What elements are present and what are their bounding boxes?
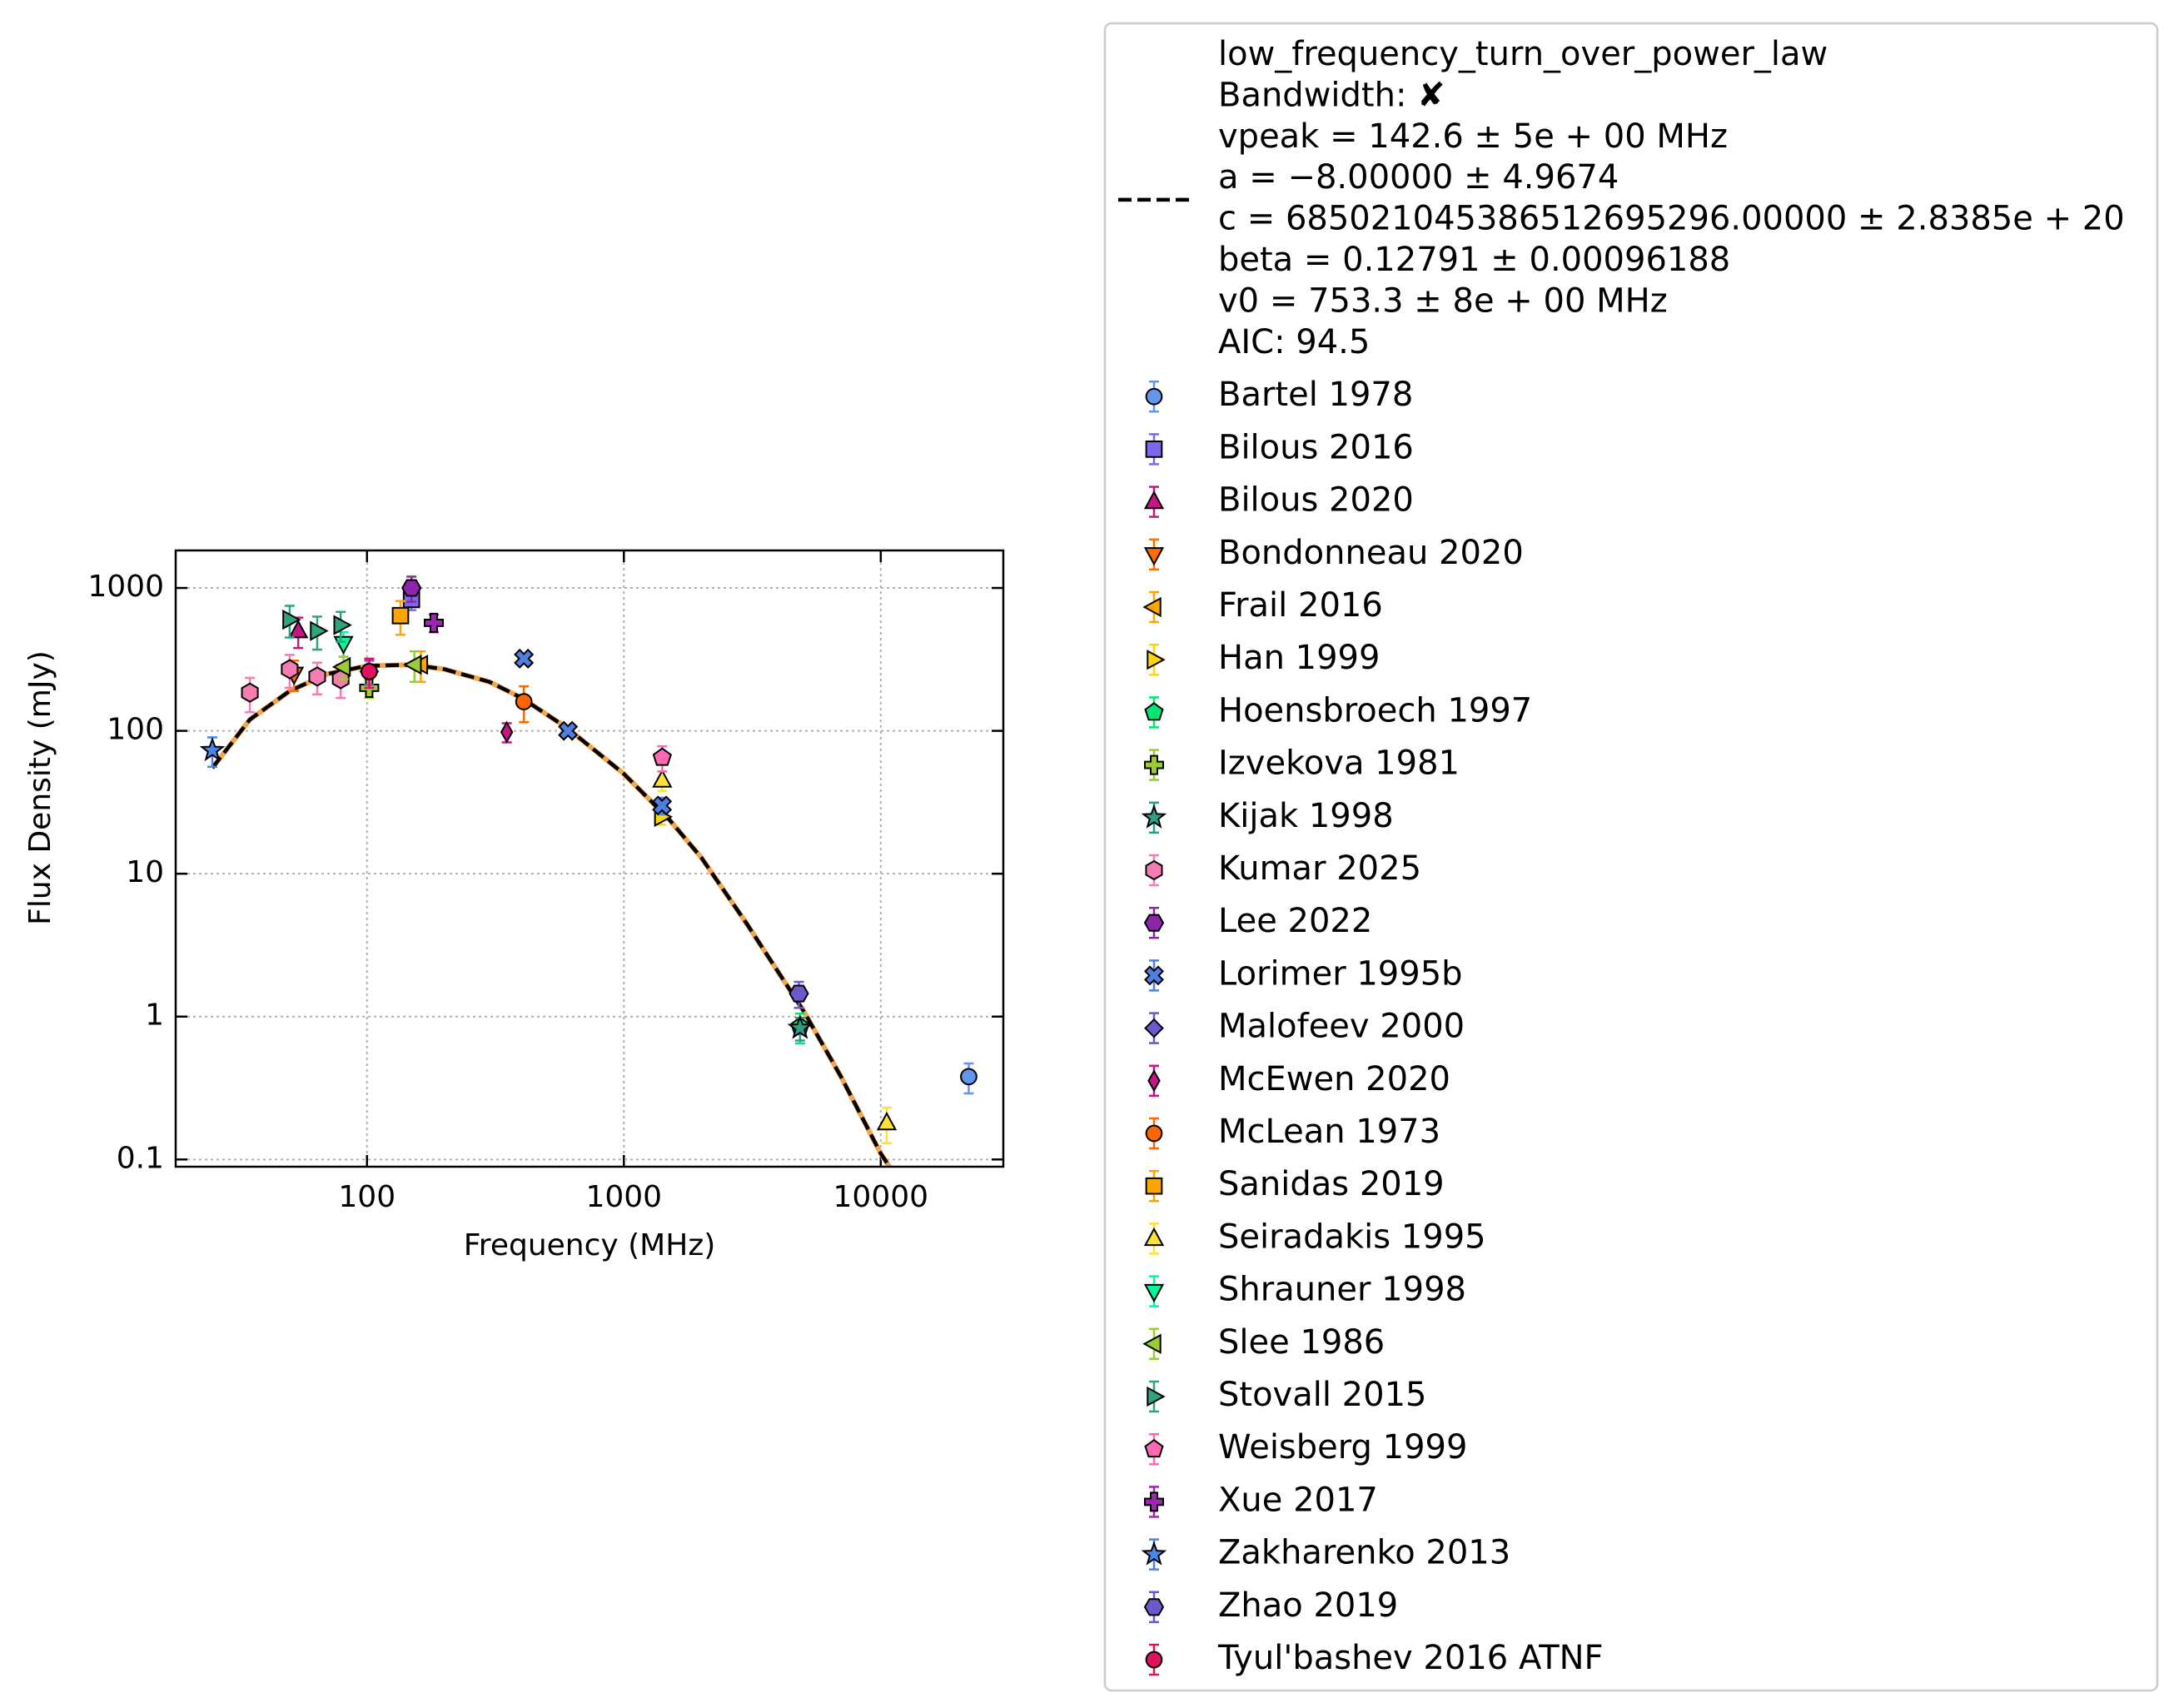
axes-frame (174, 549, 1005, 1168)
legend-fit-detail: AIC: 94.5 (1218, 323, 1370, 361)
marker (424, 612, 444, 633)
x-tick-label: 1000 (585, 1180, 662, 1214)
legend-marker (1142, 596, 1162, 618)
legend-label: Lorimer 1995b (1218, 954, 1463, 993)
legend-label: Weisberg 1999 (1218, 1428, 1467, 1466)
legend-label: Bilous 2020 (1218, 481, 1414, 520)
marker (876, 1111, 898, 1131)
marker (199, 736, 226, 762)
legend-marker (1141, 804, 1167, 829)
legend-fit-detail: a = −8.00000 ± 4.9674 (1218, 158, 1619, 197)
marker (652, 769, 673, 788)
y-axis-label: Flux Density (mJy) (23, 650, 57, 925)
marker (310, 620, 329, 641)
legend-marker (1144, 1438, 1164, 1458)
marker (652, 747, 672, 766)
legend-label: Shrauner 1998 (1218, 1271, 1466, 1309)
legend-marker (1145, 441, 1163, 458)
legend-label: McEwen 2020 (1218, 1060, 1450, 1098)
legend-fit-detail: c = 685021045386512695296.00000 ± 2.8385… (1218, 200, 2125, 238)
legend-marker (1145, 859, 1163, 881)
marker (288, 620, 309, 639)
legend-marker (1145, 387, 1163, 406)
legend-label: Izvekova 1981 (1218, 744, 1460, 783)
marker (333, 615, 352, 635)
marker (514, 648, 535, 669)
marker (652, 795, 673, 816)
legend-marker (1144, 754, 1164, 775)
marker (403, 655, 422, 675)
legend-label: Slee 1986 (1218, 1323, 1385, 1362)
legend: low_frequency_turn_over_power_lawBandwid… (1118, 35, 2125, 1677)
legend-fit-detail: v0 = 753.3 ± 8e + 00 MHz (1218, 281, 1668, 320)
legend-label: Bondonneau 2020 (1218, 534, 1524, 572)
legend-fit-detail: vpeak = 142.6 ± 5e + 00 MHz (1218, 117, 1728, 156)
marker (282, 609, 301, 630)
marker (308, 666, 326, 687)
legend-label: Kijak 1998 (1218, 797, 1394, 835)
marker (960, 1068, 978, 1086)
y-tick-label: 100 (107, 713, 164, 747)
x-tick-label: 100 (338, 1180, 395, 1214)
legend-label: Hoensbroech 1997 (1218, 691, 1532, 730)
legend-marker (1143, 914, 1165, 932)
marker (361, 663, 378, 680)
marker (500, 720, 514, 744)
legend-label: Xue 2017 (1218, 1481, 1378, 1519)
x-tick-label: 10000 (833, 1180, 929, 1214)
legend-box (1103, 22, 2159, 1692)
legend-marker (1143, 490, 1165, 510)
legend-label: Stovall 2015 (1218, 1376, 1426, 1414)
legend-label: Seiradakis 1995 (1218, 1218, 1486, 1256)
y-tick-label: 1 (145, 998, 164, 1033)
legend-marker (1145, 1177, 1163, 1195)
legend-label: Lee 2022 (1218, 902, 1372, 940)
legend-marker (1144, 1018, 1164, 1038)
legend-marker (1143, 547, 1165, 566)
legend-marker (1143, 1598, 1165, 1616)
legend-label: Zakharenko 2013 (1218, 1534, 1510, 1572)
legend-label: Malofeev 2000 (1218, 1008, 1465, 1046)
legend-marker (1144, 702, 1164, 721)
legend-marker (1141, 1541, 1167, 1566)
legend-label: McLean 1973 (1218, 1113, 1440, 1151)
legend-marker (1143, 1227, 1165, 1247)
marker (558, 720, 579, 741)
legend-label: Zhao 2019 (1218, 1586, 1398, 1625)
y-tick-label: 10 (126, 855, 164, 889)
plot-area (199, 575, 978, 1167)
marker (331, 656, 351, 678)
legend-fit-detail: Bandwidth: ✘ (1218, 76, 1445, 114)
legend-label: low_frequency_turn_over_power_law (1218, 35, 1828, 73)
y-tick-label: 0.1 (117, 1141, 164, 1175)
y-tick-label: 1000 (87, 570, 164, 604)
legend-label: Bilous 2016 (1218, 428, 1414, 466)
legend-label: Bartel 1978 (1218, 376, 1413, 414)
legend-marker (1145, 1651, 1163, 1669)
legend-marker (1144, 1491, 1164, 1512)
legend-marker (1145, 1124, 1163, 1143)
legend-marker (1144, 965, 1164, 986)
legend-label: Tyul'bashev 2016 ATNF (1217, 1639, 1604, 1677)
marker (787, 1014, 813, 1039)
legend-marker (1147, 650, 1166, 670)
marker (789, 984, 809, 1003)
legend-marker (1142, 1333, 1162, 1354)
legend-label: Sanidas 2019 (1218, 1165, 1445, 1203)
marker (391, 606, 410, 625)
legend-marker (1143, 1283, 1165, 1303)
legend-label: Kumar 2025 (1218, 849, 1421, 888)
x-axis-label: Frequency (MHz) (464, 1228, 716, 1262)
marker (515, 693, 533, 710)
legend-label: Han 1999 (1218, 639, 1380, 677)
legend-marker (1147, 1069, 1161, 1093)
legend-fit-detail: beta = 0.12791 ± 0.00096188 (1218, 241, 1730, 279)
legend-marker (1147, 1386, 1166, 1407)
marker (281, 659, 299, 680)
marker (401, 579, 422, 597)
legend-label: Frail 2016 (1218, 586, 1383, 625)
marker (241, 682, 259, 703)
